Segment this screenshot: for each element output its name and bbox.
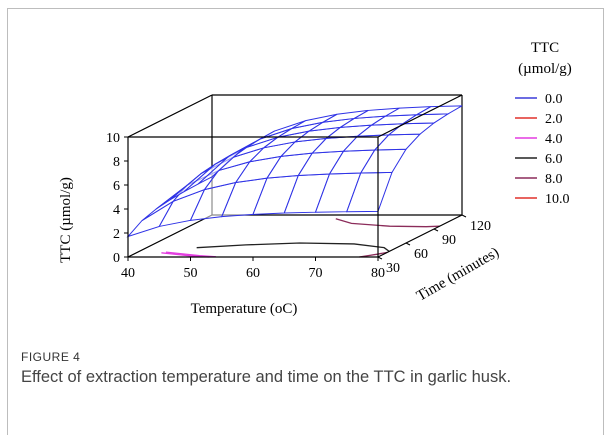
z-tick-label: 8 <box>113 155 120 170</box>
axis-ticks: 0 2 4 6 8 10 40 50 60 70 80 30 60 90 120 <box>106 131 491 281</box>
x-axis-label: Temperature (oC) <box>191 301 298 317</box>
legend-entry-label: 4.0 <box>545 132 563 147</box>
x-tick-label: 60 <box>246 266 260 281</box>
y-tick-mark <box>405 242 411 246</box>
legend-entry-label: 6.0 <box>545 152 563 167</box>
contour-4b <box>165 251 217 258</box>
y-tick-label: 120 <box>470 219 491 234</box>
legend-entry-label: 2.0 <box>545 112 563 127</box>
z-tick-label: 2 <box>113 227 120 242</box>
box-edge-left-top <box>127 94 213 138</box>
floor-contours <box>161 218 440 258</box>
legend-entry-label: 10.0 <box>545 192 570 207</box>
y-tick-mark <box>377 256 383 260</box>
x-tick-label: 80 <box>371 266 385 281</box>
figure-label: FIGURE 4 <box>21 350 81 364</box>
x-tick-label: 50 <box>184 266 198 281</box>
plot-box-front <box>127 94 463 258</box>
legend: 0.0 2.0 4.0 6.0 8.0 10.0 <box>515 92 570 207</box>
box-edge-right-bottom <box>377 214 463 258</box>
contour-8b <box>359 251 388 258</box>
x-tick-label: 70 <box>309 266 323 281</box>
legend-title-line2: (µmol/g) <box>518 61 572 77</box>
figure-frame <box>7 8 604 435</box>
box-edge-left-bottom <box>127 214 213 258</box>
legend-entry-label: 0.0 <box>545 92 563 107</box>
x-tick-label: 40 <box>121 266 135 281</box>
z-tick-label: 6 <box>113 179 120 194</box>
y-tick-label: 60 <box>414 247 428 262</box>
contour-6 <box>196 242 390 252</box>
y-tick-label: 90 <box>442 233 456 248</box>
box-edge-right-top <box>377 94 463 138</box>
z-tick-label: 4 <box>113 203 120 218</box>
contour-8 <box>335 218 440 228</box>
y-tick-mark <box>433 228 439 232</box>
z-axis-label-1: TTC (µmol/g) <box>58 177 74 263</box>
y-tick-mark <box>461 214 467 218</box>
z-tick-label: 10 <box>106 131 120 146</box>
legend-entry-label: 8.0 <box>545 172 563 187</box>
figure-caption: Effect of extraction temperature and tim… <box>21 368 512 386</box>
y-tick-label: 30 <box>386 261 400 276</box>
z-tick-label: 0 <box>113 251 120 266</box>
legend-title-line1: TTC <box>531 40 559 56</box>
surface-mesh <box>126 105 463 238</box>
